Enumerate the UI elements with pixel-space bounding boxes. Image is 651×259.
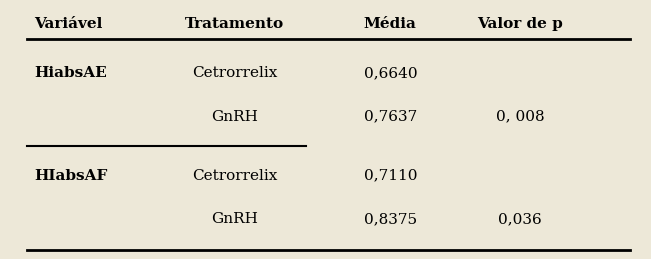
Text: HIabsAF: HIabsAF (34, 169, 107, 183)
Text: GnRH: GnRH (212, 212, 258, 226)
Text: 0, 008: 0, 008 (495, 110, 544, 124)
Text: Valor de p: Valor de p (477, 17, 563, 31)
Text: 0,8375: 0,8375 (364, 212, 417, 226)
Text: 0,7637: 0,7637 (364, 110, 417, 124)
Text: Cetrorrelix: Cetrorrelix (192, 66, 277, 80)
Text: 0,6640: 0,6640 (363, 66, 417, 80)
Text: 0,7110: 0,7110 (363, 169, 417, 183)
Text: Média: Média (364, 17, 417, 31)
Text: 0,036: 0,036 (498, 212, 542, 226)
Text: GnRH: GnRH (212, 110, 258, 124)
Text: HiabsAE: HiabsAE (34, 66, 107, 80)
Text: Cetrorrelix: Cetrorrelix (192, 169, 277, 183)
Text: Tratamento: Tratamento (185, 17, 284, 31)
Text: Variável: Variável (34, 17, 102, 31)
